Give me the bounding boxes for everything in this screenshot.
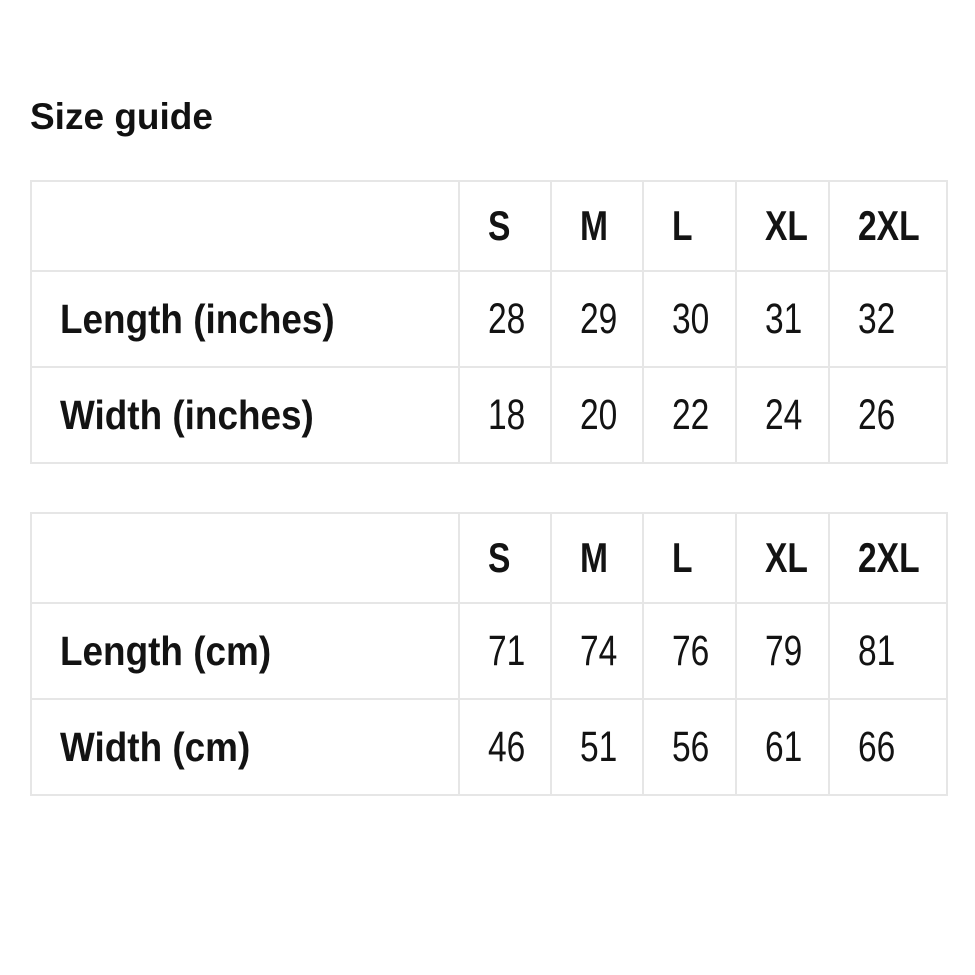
- size-value: 32: [858, 294, 896, 343]
- cm-header-cell-s: S: [458, 512, 552, 604]
- inches-length-value-xl: 31: [735, 270, 830, 368]
- size-value: 56: [672, 722, 710, 771]
- cm-width-value-l: 56: [642, 698, 737, 796]
- inches-header-cell-xl: XL: [735, 180, 830, 272]
- cm-length-value-2xl: 81: [828, 602, 948, 700]
- inches-header-row: S M L XL 2XL: [30, 180, 948, 272]
- inches-width-value-m: 20: [550, 366, 644, 464]
- inches-header-cell-2xl: 2XL: [828, 180, 948, 272]
- size-value: 28: [488, 294, 526, 343]
- size-value: 66: [858, 722, 896, 771]
- row-label: Length (cm): [60, 627, 272, 674]
- cm-length-value-l: 76: [642, 602, 737, 700]
- cm-header-row: S M L XL 2XL: [30, 512, 948, 604]
- inches-length-row-label-cell: Length (inches): [30, 270, 460, 368]
- size-value: 31: [765, 294, 803, 343]
- cm-header-cell-2xl: 2XL: [828, 512, 948, 604]
- inches-header-cell-s: S: [458, 180, 552, 272]
- row-label: Width (inches): [60, 391, 314, 438]
- cm-header-cell-m: M: [550, 512, 644, 604]
- inches-length-row: Length (inches) 28 29 30 31 32: [30, 270, 948, 368]
- size-value: 26: [858, 390, 896, 439]
- cm-header-cell-l: L: [642, 512, 737, 604]
- cm-length-value-m: 74: [550, 602, 644, 700]
- cm-header-cell-xl: XL: [735, 512, 830, 604]
- inches-length-value-l: 30: [642, 270, 737, 368]
- size-value: 61: [765, 722, 803, 771]
- size-value: 46: [488, 722, 526, 771]
- cm-corner-cell: [30, 512, 460, 604]
- row-label: Width (cm): [60, 723, 251, 770]
- size-value: 51: [580, 722, 618, 771]
- size-value: 24: [765, 390, 803, 439]
- size-value: 74: [580, 626, 618, 675]
- cm-width-row-label-cell: Width (cm): [30, 698, 460, 796]
- cm-width-value-xl: 61: [735, 698, 830, 796]
- cm-length-row-label-cell: Length (cm): [30, 602, 460, 700]
- inches-length-value-m: 29: [550, 270, 644, 368]
- inches-length-value-2xl: 32: [828, 270, 948, 368]
- cm-length-value-xl: 79: [735, 602, 830, 700]
- size-header-label: M: [580, 534, 608, 581]
- inches-width-value-l: 22: [642, 366, 737, 464]
- inches-corner-cell: [30, 180, 460, 272]
- inches-width-row-label-cell: Width (inches): [30, 366, 460, 464]
- cm-width-value-2xl: 66: [828, 698, 948, 796]
- size-header-label: XL: [765, 534, 808, 581]
- size-value: 30: [672, 294, 710, 343]
- size-header-label: L: [672, 202, 693, 249]
- size-table-inches: S M L XL 2XL Length (inches) 28 29 30 31…: [30, 180, 948, 464]
- size-header-label: M: [580, 202, 608, 249]
- size-header-label: XL: [765, 202, 808, 249]
- size-header-label: S: [488, 534, 511, 581]
- size-value: 18: [488, 390, 526, 439]
- size-value: 22: [672, 390, 710, 439]
- inches-header-cell-l: L: [642, 180, 737, 272]
- cm-length-value-s: 71: [458, 602, 552, 700]
- size-value: 81: [858, 626, 896, 675]
- inches-width-value-2xl: 26: [828, 366, 948, 464]
- size-header-label: L: [672, 534, 693, 581]
- cm-width-value-m: 51: [550, 698, 644, 796]
- size-header-label: 2XL: [858, 202, 920, 249]
- size-table-cm: S M L XL 2XL Length (cm) 71 74 76 79 81 …: [30, 512, 948, 796]
- inches-width-value-s: 18: [458, 366, 552, 464]
- row-label: Length (inches): [60, 295, 335, 342]
- size-value: 71: [488, 626, 526, 675]
- inches-width-row: Width (inches) 18 20 22 24 26: [30, 366, 948, 464]
- cm-length-row: Length (cm) 71 74 76 79 81: [30, 602, 948, 700]
- inches-length-value-s: 28: [458, 270, 552, 368]
- size-value: 79: [765, 626, 803, 675]
- size-value: 76: [672, 626, 710, 675]
- size-value: 29: [580, 294, 618, 343]
- size-value: 20: [580, 390, 618, 439]
- size-header-label: S: [488, 202, 511, 249]
- inches-width-value-xl: 24: [735, 366, 830, 464]
- cm-width-value-s: 46: [458, 698, 552, 796]
- page-title: Size guide: [30, 96, 213, 137]
- inches-header-cell-m: M: [550, 180, 644, 272]
- cm-width-row: Width (cm) 46 51 56 61 66: [30, 698, 948, 796]
- size-header-label: 2XL: [858, 534, 920, 581]
